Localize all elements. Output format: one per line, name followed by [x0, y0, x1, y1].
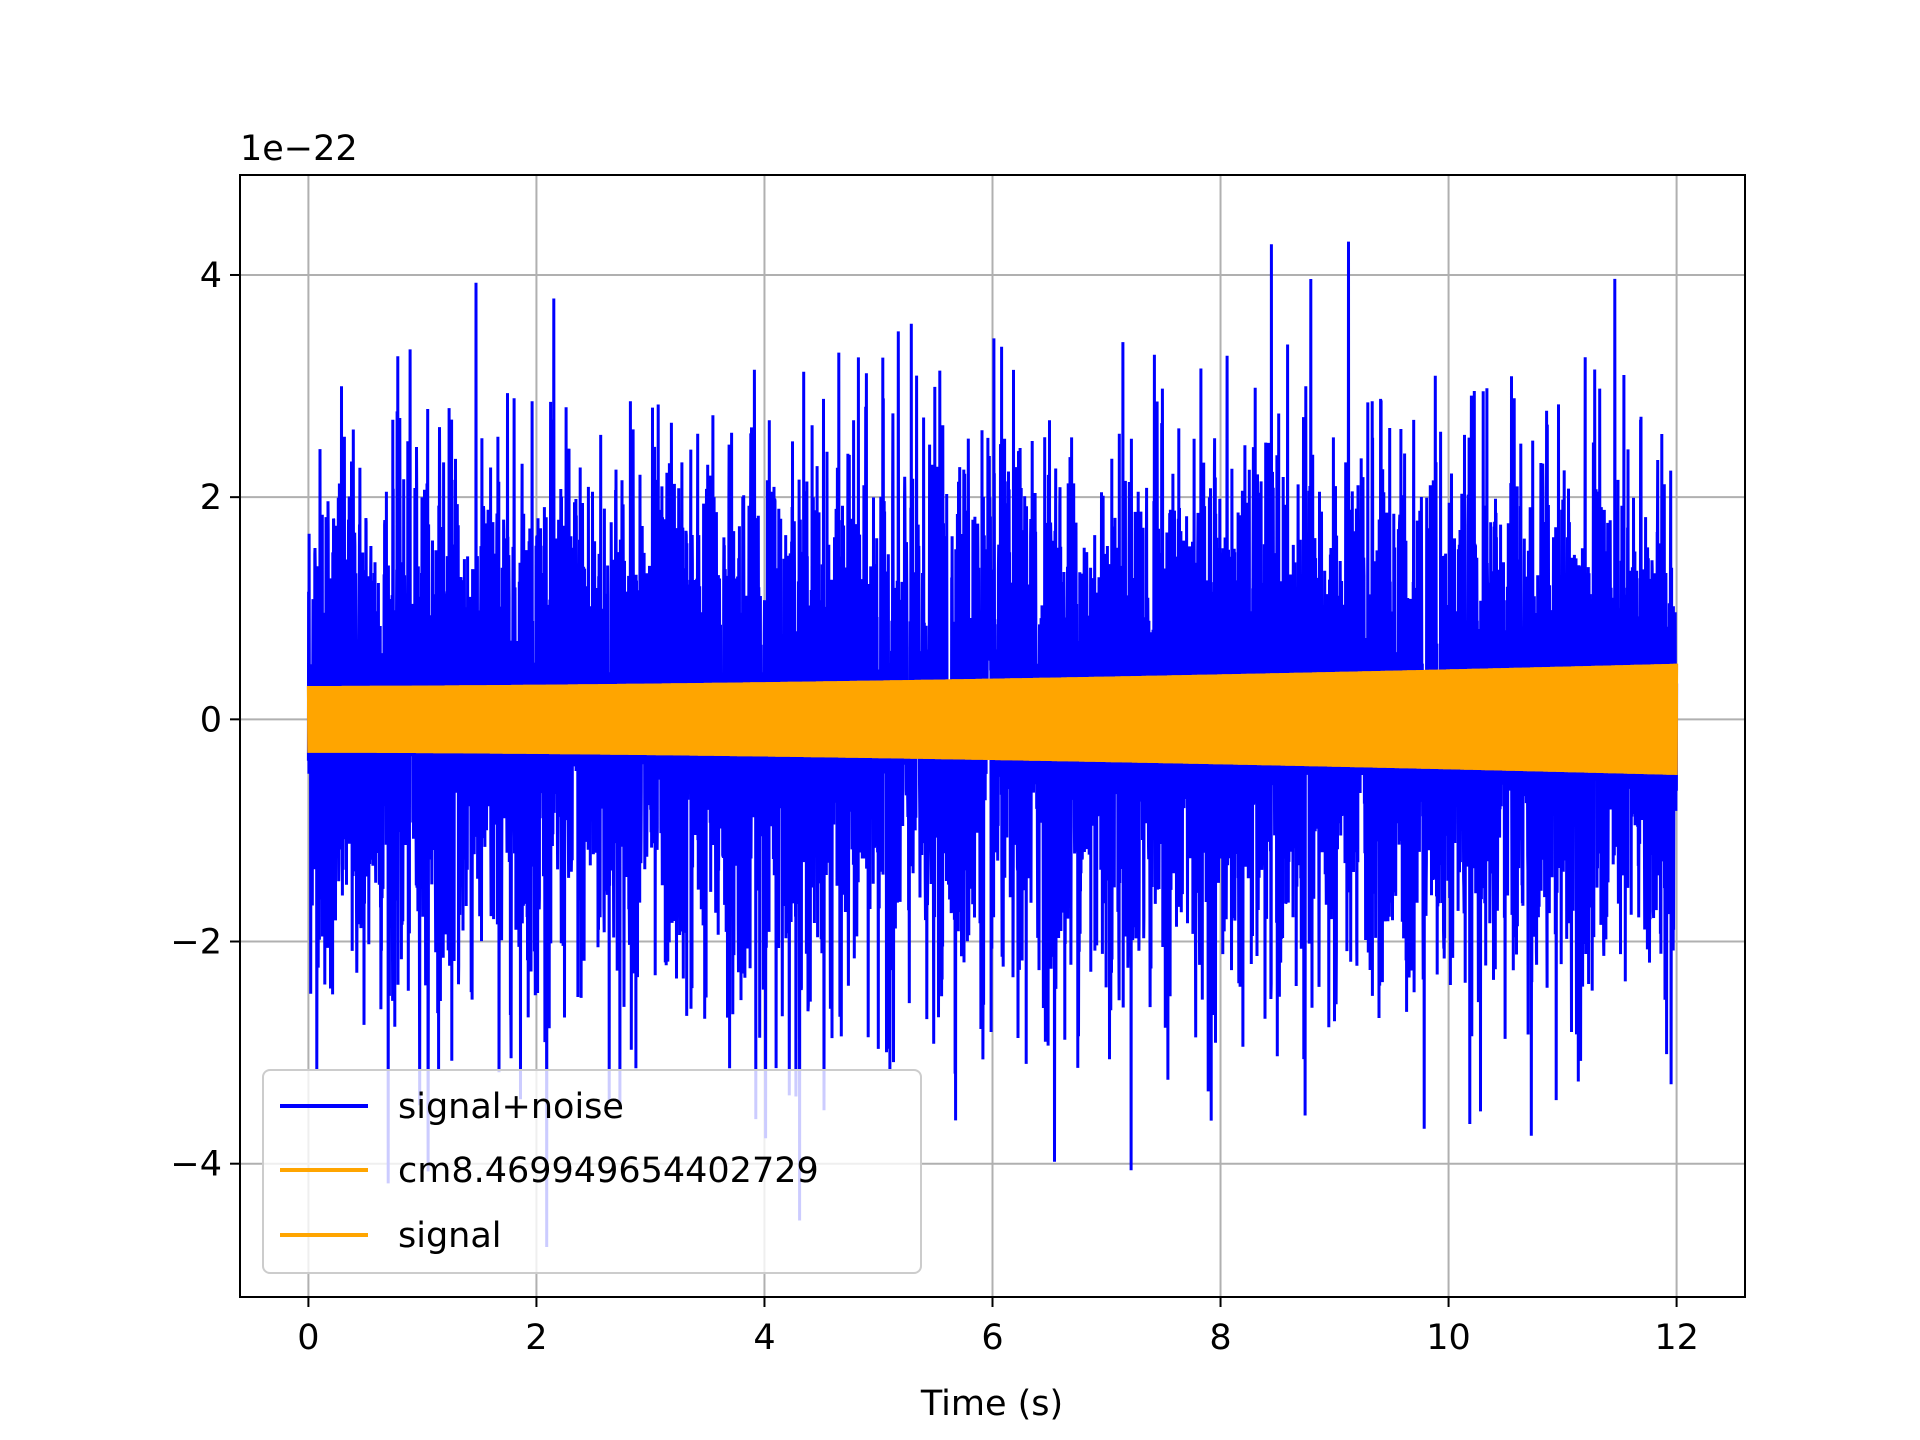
x-tick-label: 4	[753, 1318, 775, 1358]
legend-label-cm: cm8.469949654402729	[398, 1151, 819, 1191]
x-tick-label: 6	[981, 1318, 1003, 1358]
x-tick-label: 12	[1654, 1318, 1699, 1358]
y-tick-label: −4	[170, 1145, 222, 1185]
x-axis: 0 2 4 6 8 10 12	[297, 1297, 1699, 1358]
y-axis: −4 −2 0 2 4	[170, 256, 240, 1185]
y-offset-label: 1e−22	[240, 129, 358, 169]
series-line-signal	[306, 663, 1679, 775]
x-axis-label: Time (s)	[920, 1384, 1063, 1424]
legend: signal+noise cm8.469949654402729 signal	[262, 1069, 922, 1274]
x-tick-label: 0	[297, 1318, 319, 1358]
legend-label-signal-noise: signal+noise	[398, 1087, 624, 1127]
x-tick-label: 2	[525, 1318, 547, 1358]
y-tick-label: 4	[200, 256, 222, 296]
x-tick-label: 8	[1209, 1318, 1231, 1358]
x-tick-label: 10	[1426, 1318, 1471, 1358]
y-tick-label: 0	[200, 700, 222, 740]
y-tick-label: 2	[200, 478, 222, 518]
legend-box	[262, 1069, 922, 1274]
plot-area	[306, 241, 1679, 1248]
y-tick-label: −2	[170, 923, 222, 963]
legend-label-signal: signal	[398, 1216, 502, 1256]
